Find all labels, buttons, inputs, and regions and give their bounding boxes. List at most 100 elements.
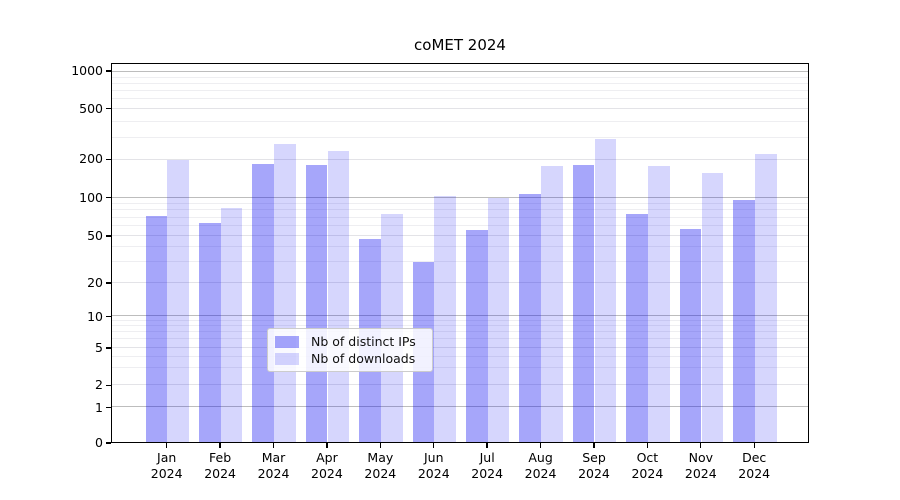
gridline-10 — [112, 315, 808, 317]
gridline-1 — [112, 405, 808, 407]
x-tick-label-jul: Jul 2024 — [471, 450, 504, 481]
gridline-50 — [112, 235, 808, 237]
gridline-30 — [112, 261, 808, 263]
y-tick-label-5: 5 — [95, 340, 103, 356]
y-tick-label-20: 20 — [87, 274, 103, 290]
gridline-200 — [112, 158, 808, 160]
x-tick-mark-aug — [539, 443, 542, 448]
x-tick-mark-dec — [753, 443, 755, 448]
bar-downloads-mar — [274, 144, 296, 442]
x-tick-mark-feb — [219, 443, 221, 448]
bar-distinct-ips-mar — [252, 163, 274, 442]
y-tick-label-50: 50 — [87, 228, 103, 243]
chart-title: coMET 2024 — [414, 36, 506, 54]
x-tick-label-mar: Mar 2024 — [257, 450, 290, 481]
gridline-700 — [112, 90, 808, 92]
bar-downloads-may — [381, 213, 403, 442]
legend-item-downloads: Nb of downloads — [275, 351, 424, 366]
bar-downloads-sep — [594, 139, 617, 442]
gridline-6 — [112, 338, 808, 340]
x-tick-label-feb: Feb 2024 — [204, 450, 237, 481]
y-tick-label-100: 100 — [79, 189, 103, 205]
y-tick-label-10: 10 — [87, 308, 103, 324]
legend-label-downloads: Nb of downloads — [311, 351, 416, 366]
x-tick-mark-may — [379, 443, 382, 448]
y-tick-mark-200 — [106, 158, 111, 161]
x-tick-label-oct: Oct 2024 — [631, 450, 664, 481]
plot-area — [111, 63, 809, 443]
bar-distinct-ips-sep — [572, 164, 595, 442]
gridline-8 — [112, 325, 808, 327]
x-tick-label-may: May 2024 — [364, 450, 397, 481]
x-tick-mark-apr — [326, 443, 328, 448]
y-tick-mark-100 — [106, 197, 111, 199]
gridline-9 — [112, 320, 808, 322]
gridline-60 — [112, 225, 808, 227]
legend-swatch-downloads-icon — [275, 352, 299, 365]
bar-distinct-ips-jul — [465, 229, 488, 442]
y-tick-mark-1000 — [106, 70, 111, 72]
y-tick-label-0: 0 — [95, 435, 103, 450]
y-tick-mark-20 — [106, 282, 111, 284]
gridline-20 — [112, 281, 808, 283]
bar-downloads-feb — [220, 207, 243, 442]
y-tick-label-1000: 1000 — [71, 62, 103, 78]
bar-distinct-ips-apr — [305, 164, 328, 442]
bar-downloads-jul — [487, 198, 510, 442]
bar-distinct-ips-aug — [519, 193, 541, 442]
y-tick-mark-0 — [106, 442, 111, 444]
gridline-80 — [112, 209, 808, 211]
x-tick-label-aug: Aug 2024 — [524, 450, 557, 481]
bar-distinct-ips-feb — [198, 222, 221, 442]
legend-item-distinct-ips: Nb of distinct IPs — [275, 334, 424, 349]
x-tick-mark-oct — [646, 443, 649, 448]
legend-swatch-distinct-ips-icon — [275, 335, 299, 348]
bar-distinct-ips-jan — [145, 216, 168, 442]
y-tick-mark-1 — [106, 407, 111, 409]
gridline-2 — [112, 383, 808, 385]
gridline-3 — [112, 367, 808, 369]
x-tick-label-nov: Nov 2024 — [684, 450, 717, 481]
y-tick-mark-5 — [106, 347, 111, 349]
x-tick-label-jun: Jun 2024 — [417, 450, 450, 481]
gridline-600 — [112, 98, 808, 100]
gridline-400 — [112, 120, 808, 122]
bar-downloads-nov — [701, 173, 724, 442]
gridline-900 — [112, 76, 808, 78]
legend-label-distinct-ips: Nb of distinct IPs — [311, 334, 416, 349]
bar-downloads-dec — [754, 154, 777, 442]
bar-downloads-apr — [327, 151, 350, 442]
y-tick-mark-2 — [106, 384, 111, 386]
y-tick-mark-500 — [106, 107, 111, 110]
y-tick-mark-50 — [106, 235, 111, 237]
gridline-4 — [112, 355, 808, 357]
bar-distinct-ips-oct — [626, 213, 648, 442]
x-tick-mark-jan — [166, 443, 168, 448]
bar-downloads-oct — [648, 165, 670, 442]
gridline-5 — [112, 346, 808, 348]
gridline-1000 — [112, 70, 808, 72]
x-tick-mark-nov — [700, 443, 702, 448]
bar-downloads-jan — [167, 159, 189, 442]
bar-downloads-aug — [541, 166, 563, 442]
y-tick-label-500: 500 — [79, 100, 103, 116]
legend: Nb of distinct IPs Nb of downloads — [267, 328, 433, 372]
x-tick-mark-sep — [593, 443, 595, 448]
y-tick-label-1: 1 — [95, 399, 103, 415]
gridline-300 — [112, 136, 808, 138]
y-tick-label-200: 200 — [79, 151, 103, 167]
gridline-40 — [112, 246, 808, 248]
x-tick-mark-jun — [433, 443, 435, 448]
bar-downloads-jun — [434, 195, 457, 442]
x-tick-mark-jul — [486, 443, 488, 448]
x-tick-mark-mar — [272, 443, 275, 448]
x-tick-label-jan: Jan 2024 — [150, 450, 183, 481]
gridline-7 — [112, 331, 808, 333]
gridline-70 — [112, 216, 808, 218]
gridline-500 — [112, 108, 808, 110]
x-tick-label-apr: Apr 2024 — [311, 450, 343, 481]
y-tick-label-2: 2 — [95, 377, 103, 393]
gridline-800 — [112, 82, 808, 84]
y-tick-mark-10 — [106, 315, 111, 318]
gridline-90 — [112, 202, 808, 204]
